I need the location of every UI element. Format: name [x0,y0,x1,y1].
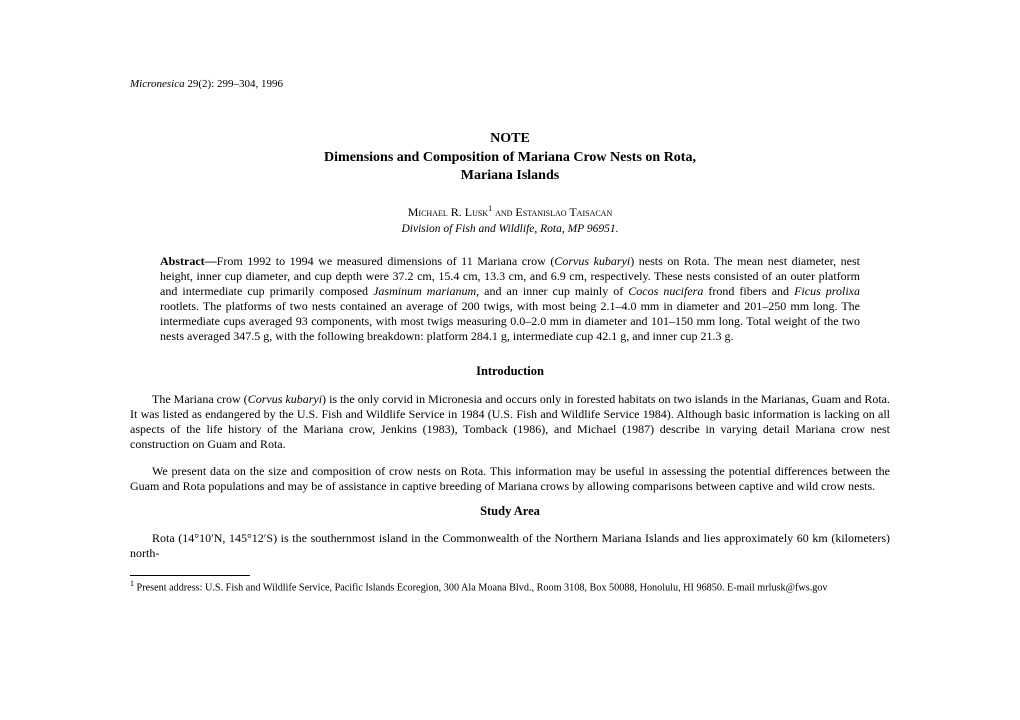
study-p1-text: Rota (14°10′N, 145°12′S) is the southern… [130,531,890,560]
journal-reference: Micronesica 29(2): 299–304, 1996 [130,78,890,92]
abstract-text-5: rootlets. The platforms of two nests con… [160,299,860,343]
author-2: and Estanislao Taisacan [492,205,612,219]
intro-p1-a: The Mariana crow ( [152,392,248,406]
abstract-text-4: frond fibers and [703,284,794,298]
authors-line: Michael R. Lusk1 and Estanislao Taisacan [130,204,890,220]
title-line-2: Mariana Islands [461,168,559,183]
section-heading-study-area: Study Area [130,504,890,520]
abstract-species-1: Corvus kubaryi [554,254,630,268]
footnote: 1 Present address: U.S. Fish and Wildlif… [130,579,890,595]
author-1: Michael R. Lusk [408,205,488,219]
abstract-species-3: Cocos nucifera [628,284,703,298]
title-line-1: Dimensions and Composition of Mariana Cr… [324,150,696,165]
journal-citation: 29(2): 299–304, 1996 [185,78,283,90]
intro-paragraph-1: The Mariana crow (Corvus kubaryi) is the… [130,392,890,452]
affiliation: Division of Fish and Wildlife, Rota, MP … [130,222,890,236]
abstract-text-1: From 1992 to 1994 we measured dimensions… [217,254,555,268]
journal-name: Micronesica [130,78,185,90]
section-heading-introduction: Introduction [130,364,890,380]
intro-p2-text: We present data on the size and composit… [130,464,890,493]
abstract-label: Abstract— [160,254,217,268]
intro-paragraph-2: We present data on the size and composit… [130,464,890,494]
abstract-block: Abstract—From 1992 to 1994 we measured d… [160,254,860,344]
study-paragraph-1: Rota (14°10′N, 145°12′S) is the southern… [130,531,890,561]
article-title: Dimensions and Composition of Mariana Cr… [130,149,890,185]
intro-p1-species: Corvus kubaryi [248,392,322,406]
footnote-text: Present address: U.S. Fish and Wildlife … [134,583,828,594]
page-container: Micronesica 29(2): 299–304, 1996 NOTE Di… [0,0,1020,615]
abstract-species-2: Jasminum marianum [373,284,476,298]
footnote-rule [130,575,250,576]
abstract-species-4: Ficus prolixa [794,284,860,298]
abstract-text-3: , and an inner cup mainly of [476,284,628,298]
note-label: NOTE [130,130,890,148]
